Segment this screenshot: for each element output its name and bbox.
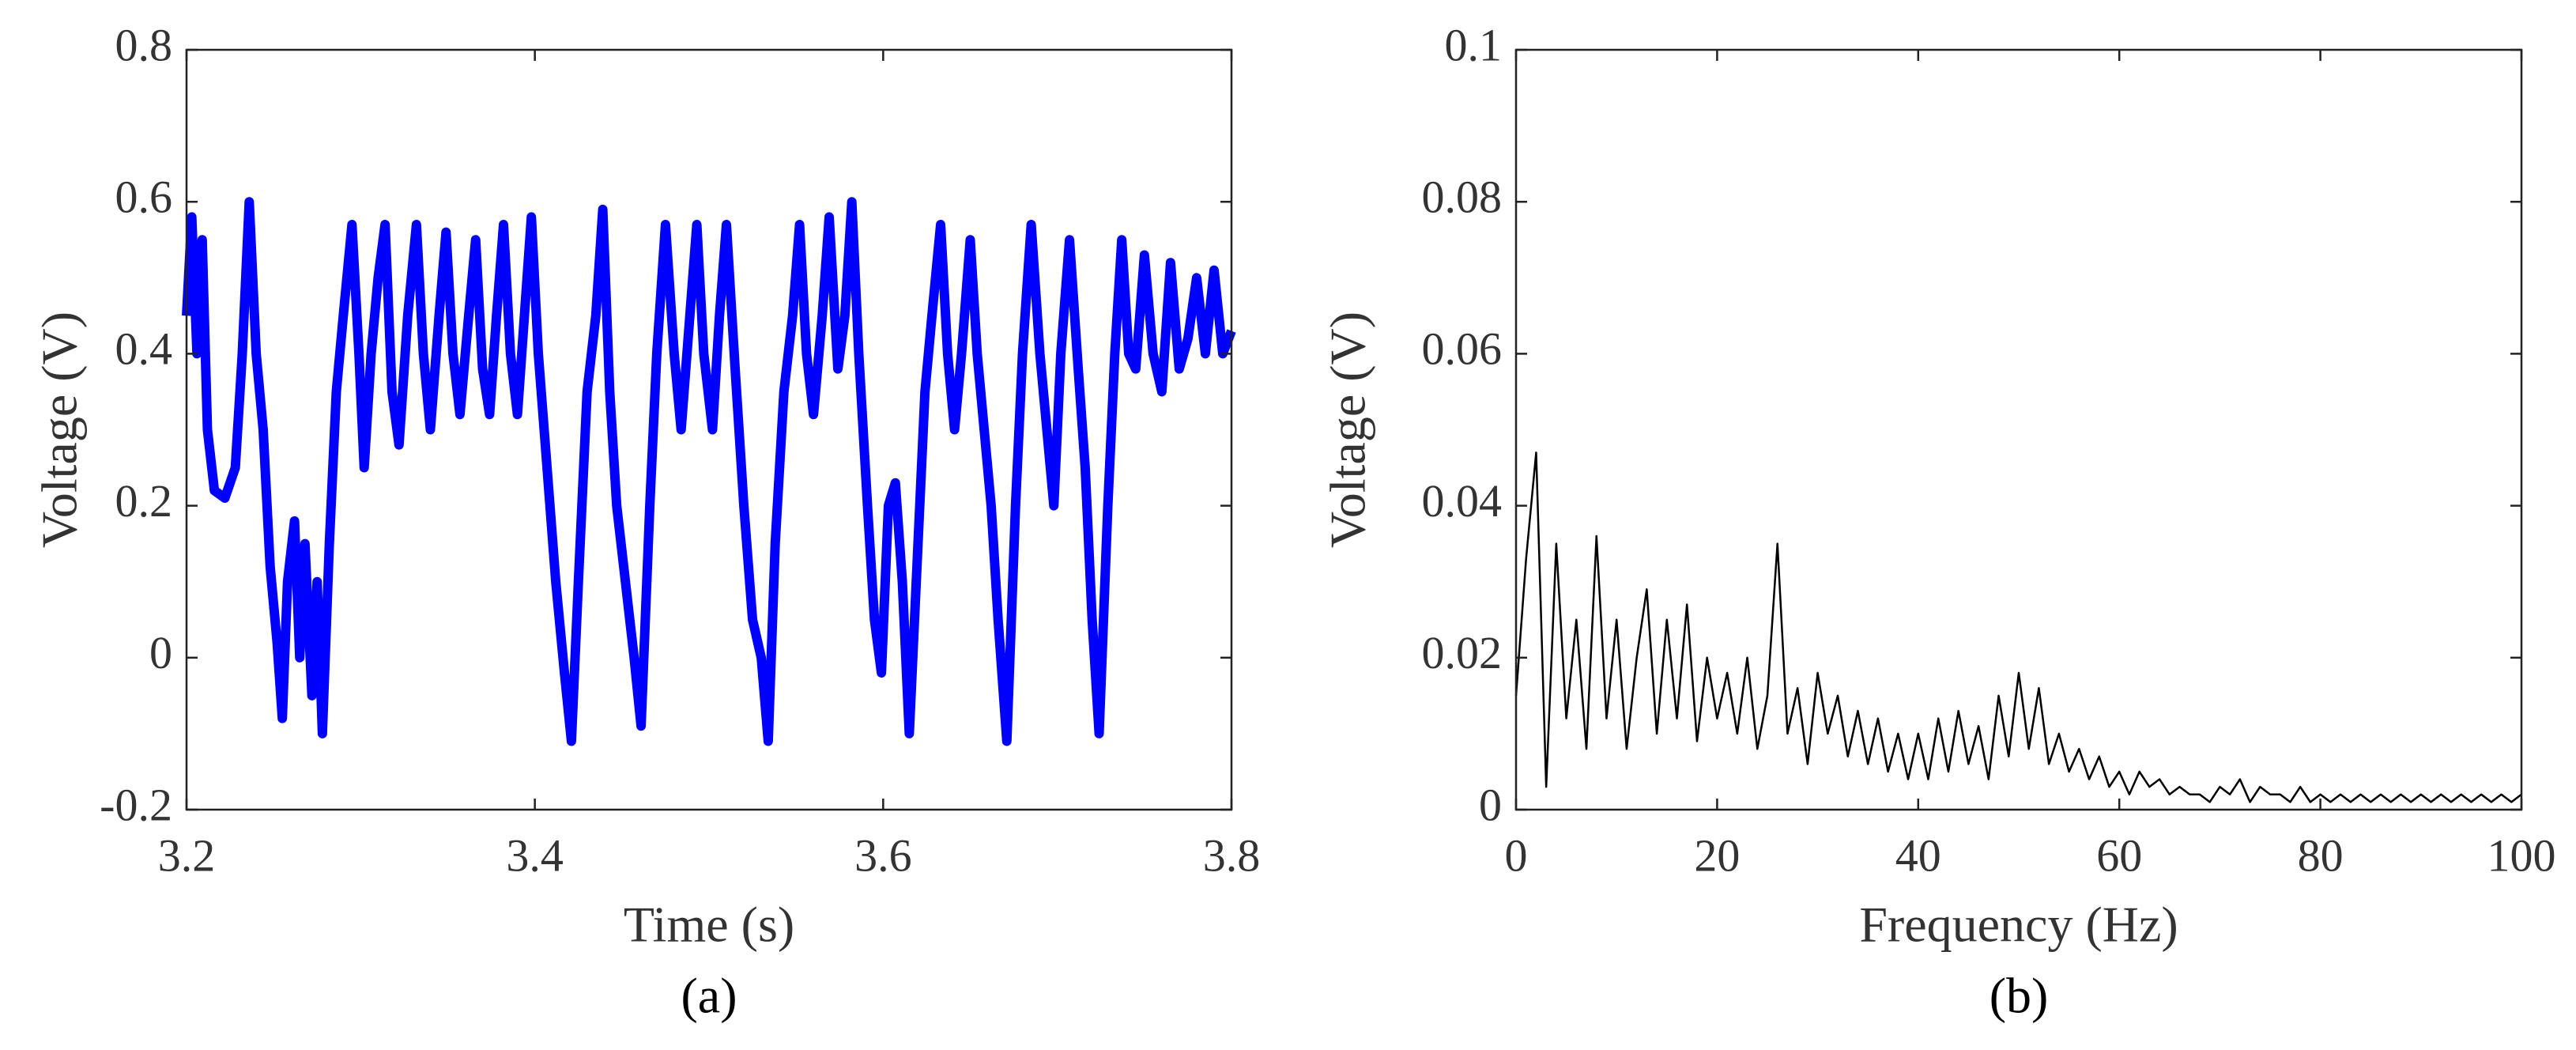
- y-tick-label: 0.6: [115, 172, 173, 223]
- x-tick-label: 60: [2096, 829, 2142, 881]
- x-tick-label: 100: [2487, 829, 2556, 881]
- y-axis-title: Voltage (V): [32, 312, 88, 548]
- x-axis-title: Frequency (Hz): [1859, 897, 2178, 953]
- y-tick-label: 0.04: [1422, 475, 1503, 527]
- x-tick-label: 3.8: [1203, 829, 1261, 881]
- x-tick-label: 0: [1505, 829, 1528, 881]
- x-tick-label: 80: [2298, 829, 2344, 881]
- axes-frame: [1514, 48, 2523, 811]
- x-tick-label: 3.2: [158, 829, 216, 881]
- y-axis-title: Voltage (V): [1320, 312, 1376, 548]
- caption: (b): [1990, 968, 2049, 1024]
- y-tick-label: -0.2: [100, 779, 172, 830]
- x-tick-label: 3.6: [854, 829, 912, 881]
- y-tick-label: 0: [1479, 779, 1502, 830]
- y-tick-label: 0.4: [115, 323, 173, 375]
- caption: (a): [681, 968, 737, 1024]
- y-tick-label: 0: [149, 627, 172, 678]
- x-tick-label: 20: [1694, 829, 1740, 881]
- y-tick-label: 0.06: [1422, 323, 1503, 375]
- y-tick-label: 0.02: [1422, 627, 1503, 678]
- y-tick-label: 0.8: [115, 19, 173, 70]
- data-line: [1514, 451, 2522, 803]
- y-tick-label: 0.08: [1422, 172, 1503, 223]
- y-tick-label: 0.2: [115, 475, 173, 527]
- x-tick-label: 3.4: [506, 829, 564, 881]
- y-tick-label: 0.1: [1445, 19, 1503, 70]
- data-line: [182, 197, 1236, 746]
- x-tick-label: 40: [1895, 829, 1941, 881]
- x-axis-title: Time (s): [624, 897, 794, 953]
- axes-frame: [185, 48, 1233, 811]
